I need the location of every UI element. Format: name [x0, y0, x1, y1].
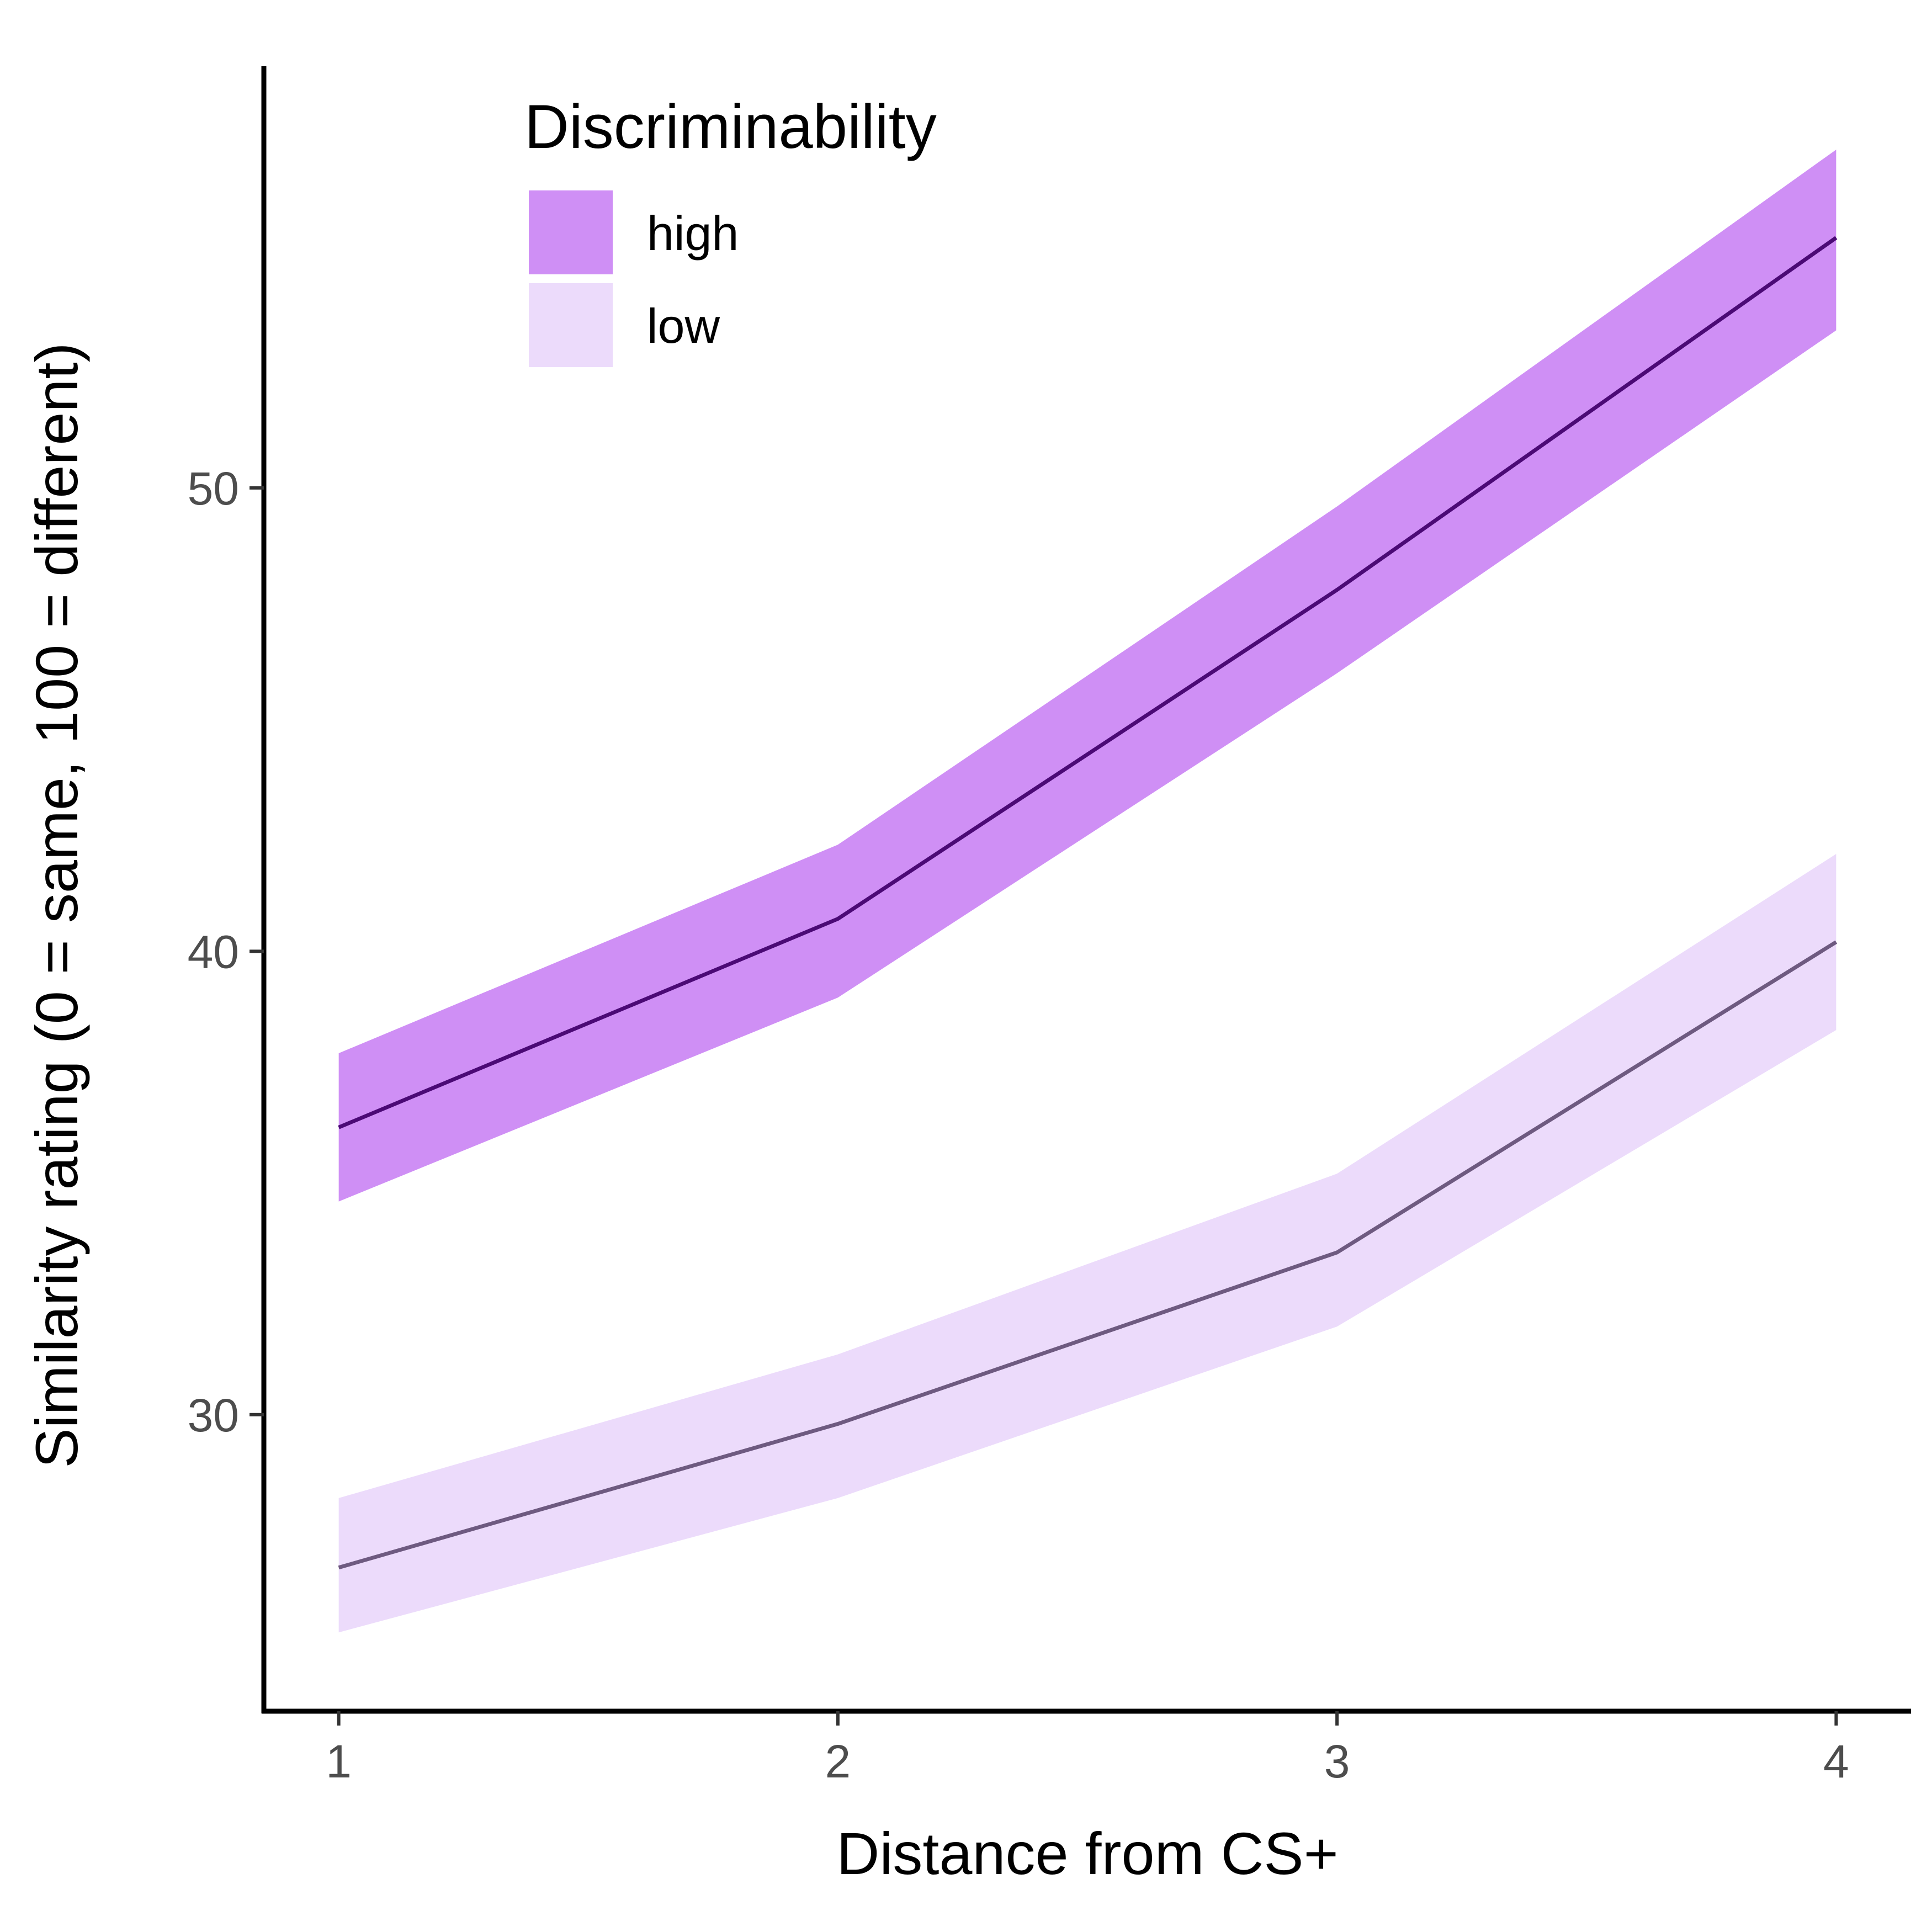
- y-tick-label: 30: [188, 1389, 239, 1441]
- x-tick-label: 1: [326, 1735, 352, 1787]
- y-tick-label: 40: [188, 926, 239, 978]
- x-tick-label: 2: [825, 1735, 851, 1787]
- plot-marks: [338, 150, 1838, 1633]
- x-axis-title: Distance from CS+: [836, 1820, 1338, 1887]
- line-high: [338, 236, 1838, 1129]
- ribbon-low: [338, 854, 1837, 1633]
- x-tick-label: 4: [1823, 1735, 1849, 1787]
- legend-title: Discriminability: [524, 92, 937, 161]
- legend: Discriminability high low: [524, 92, 937, 367]
- line-low: [338, 940, 1838, 1570]
- y-axis-title: Similarity rating (0 = same, 100 = diffe…: [23, 343, 90, 1468]
- legend-key-low: [529, 283, 613, 367]
- ribbon-high: [338, 150, 1837, 1202]
- x-tick-label: 3: [1324, 1735, 1350, 1787]
- y-tick-label: 50: [188, 463, 239, 514]
- axes: 1 2 3 4 30 40 50: [188, 66, 1911, 1787]
- legend-label-low: low: [647, 299, 720, 353]
- legend-label-high: high: [647, 206, 739, 261]
- legend-key-high: [529, 190, 613, 274]
